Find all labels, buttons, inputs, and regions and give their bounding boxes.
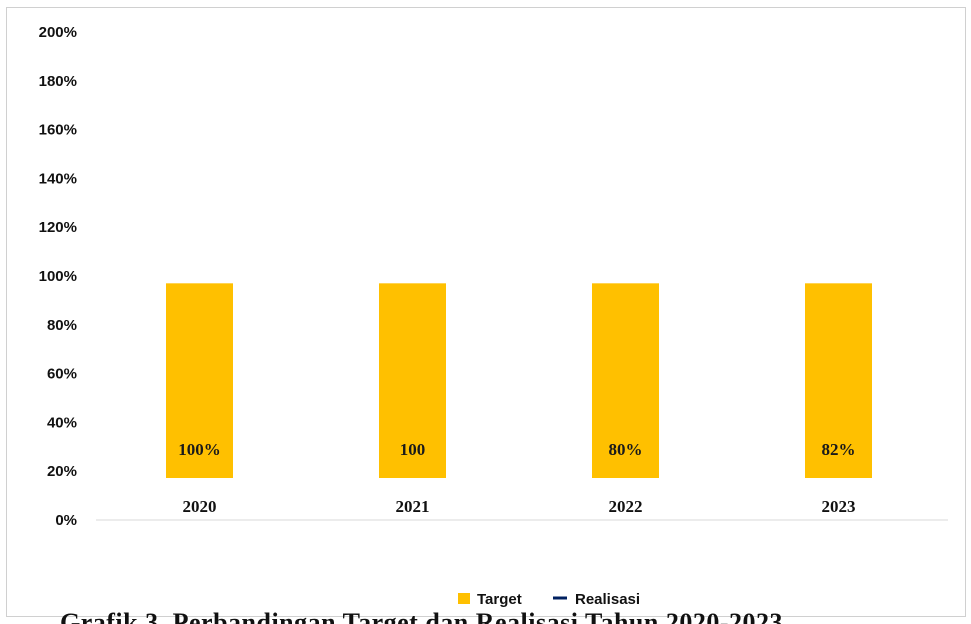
- bar-target: [592, 283, 659, 478]
- x-category-label: 2023: [822, 497, 856, 516]
- legend: Target Realisasi: [458, 591, 640, 608]
- legend-swatch-target: [458, 593, 470, 604]
- bar-target: [166, 283, 233, 478]
- y-tick-label: 180%: [39, 73, 77, 90]
- y-tick-label: 80%: [47, 317, 77, 334]
- x-category-label: 2022: [609, 497, 643, 516]
- figure-caption-strip: Grafik 3. Perbandingan Target dan Realis…: [60, 606, 960, 624]
- x-axis-labels: 2020 2021 2022 2023: [183, 497, 856, 516]
- y-tick-label: 200%: [39, 24, 77, 41]
- y-tick-label: 160%: [39, 122, 77, 139]
- legend-label-realisasi: Realisasi: [575, 591, 640, 608]
- bars: [166, 283, 872, 478]
- bar-target: [379, 283, 446, 478]
- y-tick-label: 60%: [47, 366, 77, 383]
- y-tick-label: 40%: [47, 414, 77, 431]
- bar-data-label: 82%: [822, 440, 856, 459]
- x-category-label: 2021: [396, 497, 430, 516]
- y-tick-label: 20%: [47, 463, 77, 480]
- bar-target: [805, 283, 872, 478]
- y-tick-label: 140%: [39, 170, 77, 187]
- bar-data-label: 100: [400, 440, 426, 459]
- y-tick-label: 120%: [39, 219, 77, 236]
- y-tick-label: 0%: [55, 512, 77, 529]
- x-category-label: 2020: [183, 497, 217, 516]
- bar-data-label: 80%: [609, 440, 643, 459]
- bar-data-label: 100%: [178, 440, 221, 459]
- figure-caption: Grafik 3. Perbandingan Target dan Realis…: [60, 608, 783, 624]
- legend-label-target: Target: [477, 591, 522, 608]
- y-tick-label: 100%: [39, 268, 77, 285]
- data-labels: 100% 100 80% 82%: [178, 440, 855, 459]
- y-axis-ticks: 0% 20% 40% 60% 80% 100% 120% 140% 160% 180% 200%: [39, 24, 77, 529]
